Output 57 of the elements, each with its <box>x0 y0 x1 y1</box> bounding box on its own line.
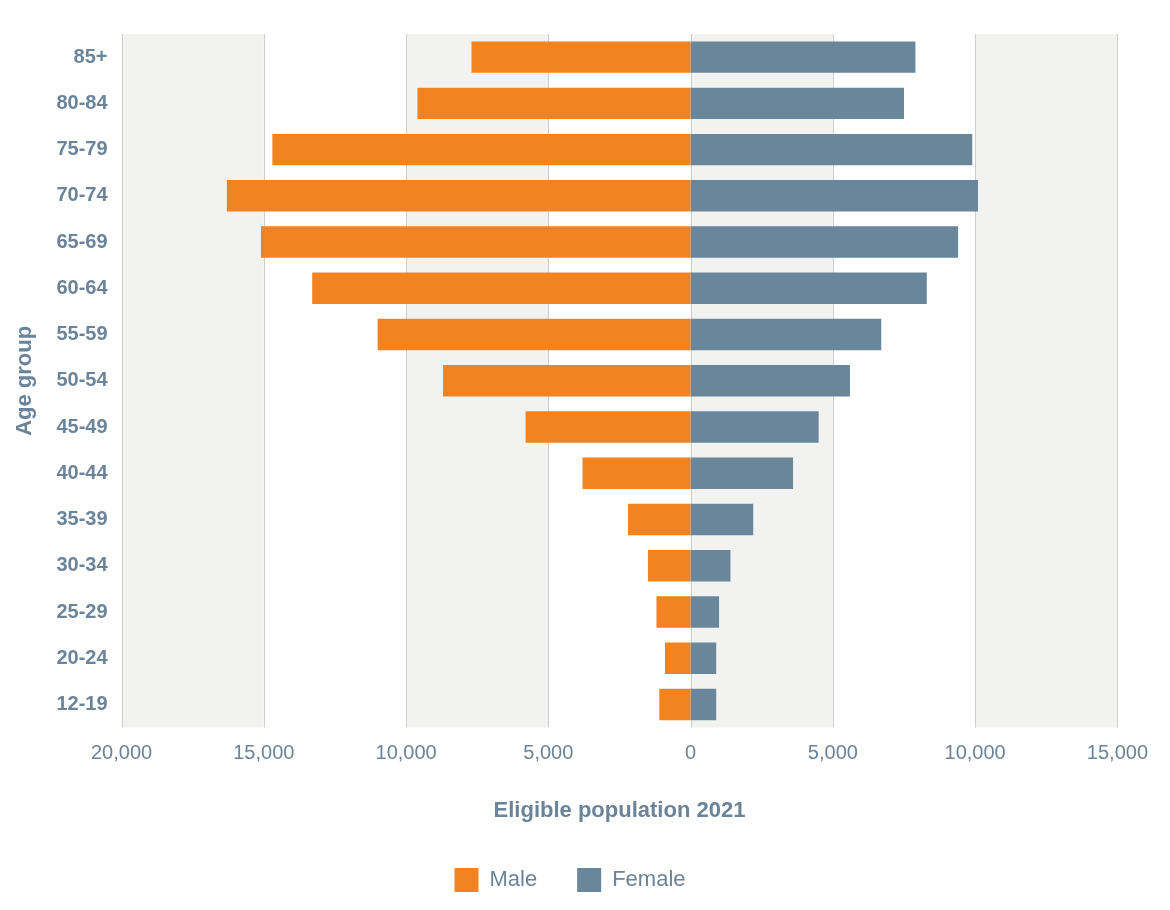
x-tick-label: 20,000 <box>90 741 153 764</box>
bar <box>690 87 905 120</box>
y-axis-title: Age group <box>11 325 37 436</box>
y-tick-label: 40-44 <box>56 460 109 483</box>
y-tick-label: 75-79 <box>56 137 108 160</box>
bar <box>377 318 691 351</box>
y-tick-label: 80-84 <box>56 90 109 113</box>
bar <box>226 180 691 212</box>
bar <box>690 226 959 258</box>
y-tick-label: 60-64 <box>56 275 109 298</box>
bar <box>690 688 717 721</box>
bar <box>690 550 731 582</box>
y-tick-label: 50-54 <box>56 368 109 391</box>
bar <box>690 318 882 351</box>
bar <box>665 642 691 674</box>
bar <box>417 87 691 120</box>
x-tick-label: 5,000 <box>807 741 858 764</box>
bar <box>659 688 691 721</box>
x-axis-title: Eligible population 2021 <box>493 796 746 822</box>
y-tick-label: 45-49 <box>56 414 108 437</box>
y-tick-label: 70-74 <box>56 183 109 206</box>
bar <box>312 272 691 305</box>
bar <box>690 411 819 443</box>
bar <box>656 596 691 628</box>
x-tick-label: 10,000 <box>375 741 437 764</box>
x-tick-label: 15,000 <box>233 741 295 764</box>
y-tick-label: 30-34 <box>56 553 109 576</box>
bar <box>272 133 691 166</box>
bar <box>690 503 754 536</box>
bar <box>690 133 973 166</box>
y-tick-label: 35-39 <box>56 507 108 530</box>
legend-label: Female <box>612 866 686 892</box>
bar <box>690 272 927 305</box>
legend-label: Male <box>489 866 538 892</box>
bar <box>690 180 978 212</box>
x-tick-label: 5,000 <box>523 741 574 764</box>
bar <box>690 457 794 489</box>
bar <box>690 596 720 628</box>
y-tick-label: 25-29 <box>56 599 108 622</box>
bar <box>443 365 691 397</box>
y-tick-label: 55-59 <box>56 322 108 345</box>
x-tick-label: 10,000 <box>944 741 1006 764</box>
bar <box>690 41 916 73</box>
x-tick-label: 0 <box>685 741 697 764</box>
y-tick-label: 12-19 <box>56 692 108 714</box>
bar <box>628 503 691 536</box>
bar <box>582 457 691 489</box>
bar <box>690 642 717 674</box>
bar <box>647 550 691 582</box>
bar <box>525 411 691 443</box>
y-tick-label: 20-24 <box>56 645 109 668</box>
bar <box>690 365 850 397</box>
x-tick-label: 15,000 <box>1086 741 1148 764</box>
bar <box>260 226 691 258</box>
y-tick-label: 85+ <box>73 44 108 67</box>
y-tick-label: 65-69 <box>56 229 108 252</box>
bar <box>471 41 691 73</box>
